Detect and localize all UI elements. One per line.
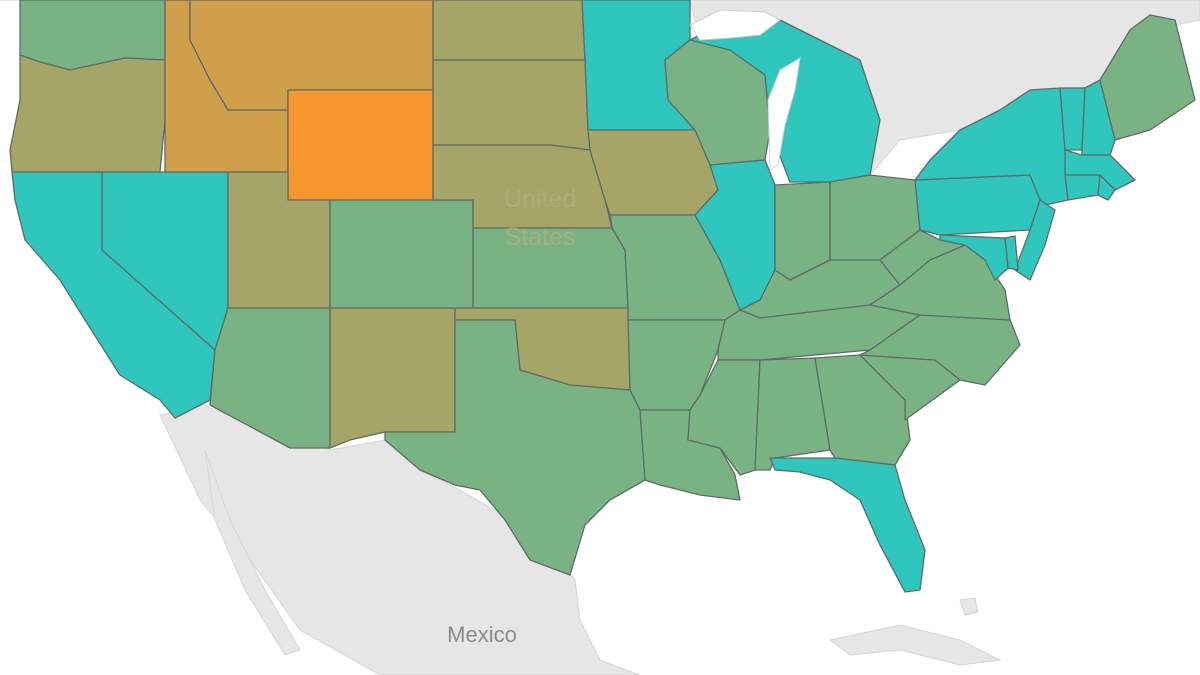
- state-ME[interactable]: [1099, 14, 1196, 141]
- state-FL[interactable]: [769, 457, 926, 593]
- state-TX[interactable]: [384, 319, 646, 576]
- great-lakes: [689, 9, 801, 171]
- baja-peninsula: [204, 449, 301, 656]
- us-states: [9, 0, 1196, 593]
- state-MD[interactable]: [939, 234, 1009, 281]
- cuba: [828, 624, 1002, 666]
- state-CO[interactable]: [329, 199, 474, 309]
- state-NJ[interactable]: [1014, 199, 1056, 281]
- state-OR[interactable]: [9, 54, 166, 173]
- state-IA[interactable]: [587, 129, 719, 216]
- state-RI[interactable]: [1097, 174, 1116, 201]
- state-NM[interactable]: [329, 307, 456, 449]
- lake-superior: [689, 9, 781, 41]
- neighbor-country-label: Mexico: [447, 622, 517, 647]
- state-ND[interactable]: [432, 0, 586, 61]
- lake-michigan: [767, 57, 801, 171]
- country-label-line1: United: [504, 185, 576, 213]
- state-PA[interactable]: [914, 174, 1041, 236]
- state-VT[interactable]: [1059, 87, 1086, 151]
- state-SD[interactable]: [432, 59, 591, 151]
- country-label-line2: States: [505, 223, 576, 251]
- bahamas: [959, 597, 979, 616]
- state-WY[interactable]: [287, 89, 434, 201]
